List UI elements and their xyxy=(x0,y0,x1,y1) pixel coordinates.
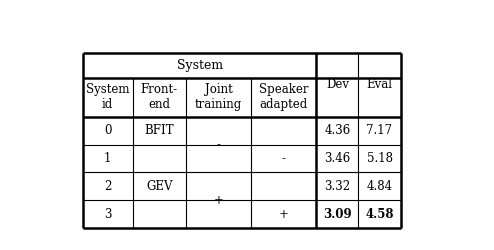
Text: +: + xyxy=(279,208,288,221)
Text: Joint
training: Joint training xyxy=(195,84,243,112)
Text: -: - xyxy=(282,152,286,165)
Text: 0: 0 xyxy=(104,124,112,137)
Text: 3.32: 3.32 xyxy=(325,180,350,193)
Text: 7.17: 7.17 xyxy=(367,124,393,137)
Text: 4.36: 4.36 xyxy=(324,124,351,137)
Text: -: - xyxy=(217,138,221,151)
Text: 5.18: 5.18 xyxy=(367,152,393,165)
Text: System
id: System id xyxy=(86,84,129,112)
Text: 3.46: 3.46 xyxy=(324,152,351,165)
Text: Dev: Dev xyxy=(326,78,349,91)
Text: GEV: GEV xyxy=(146,180,172,193)
Text: 2: 2 xyxy=(104,180,111,193)
Text: +: + xyxy=(214,194,224,207)
Text: 4.84: 4.84 xyxy=(367,180,393,193)
Text: Front-
end: Front- end xyxy=(141,84,178,112)
Text: Speaker
adapted: Speaker adapted xyxy=(259,84,309,112)
Text: Eval: Eval xyxy=(367,78,393,91)
Text: 3.09: 3.09 xyxy=(323,208,352,221)
Text: 3: 3 xyxy=(104,208,112,221)
Text: BFIT: BFIT xyxy=(145,124,174,137)
Text: System: System xyxy=(176,59,223,72)
Text: 4.58: 4.58 xyxy=(365,208,394,221)
Text: 1: 1 xyxy=(104,152,111,165)
